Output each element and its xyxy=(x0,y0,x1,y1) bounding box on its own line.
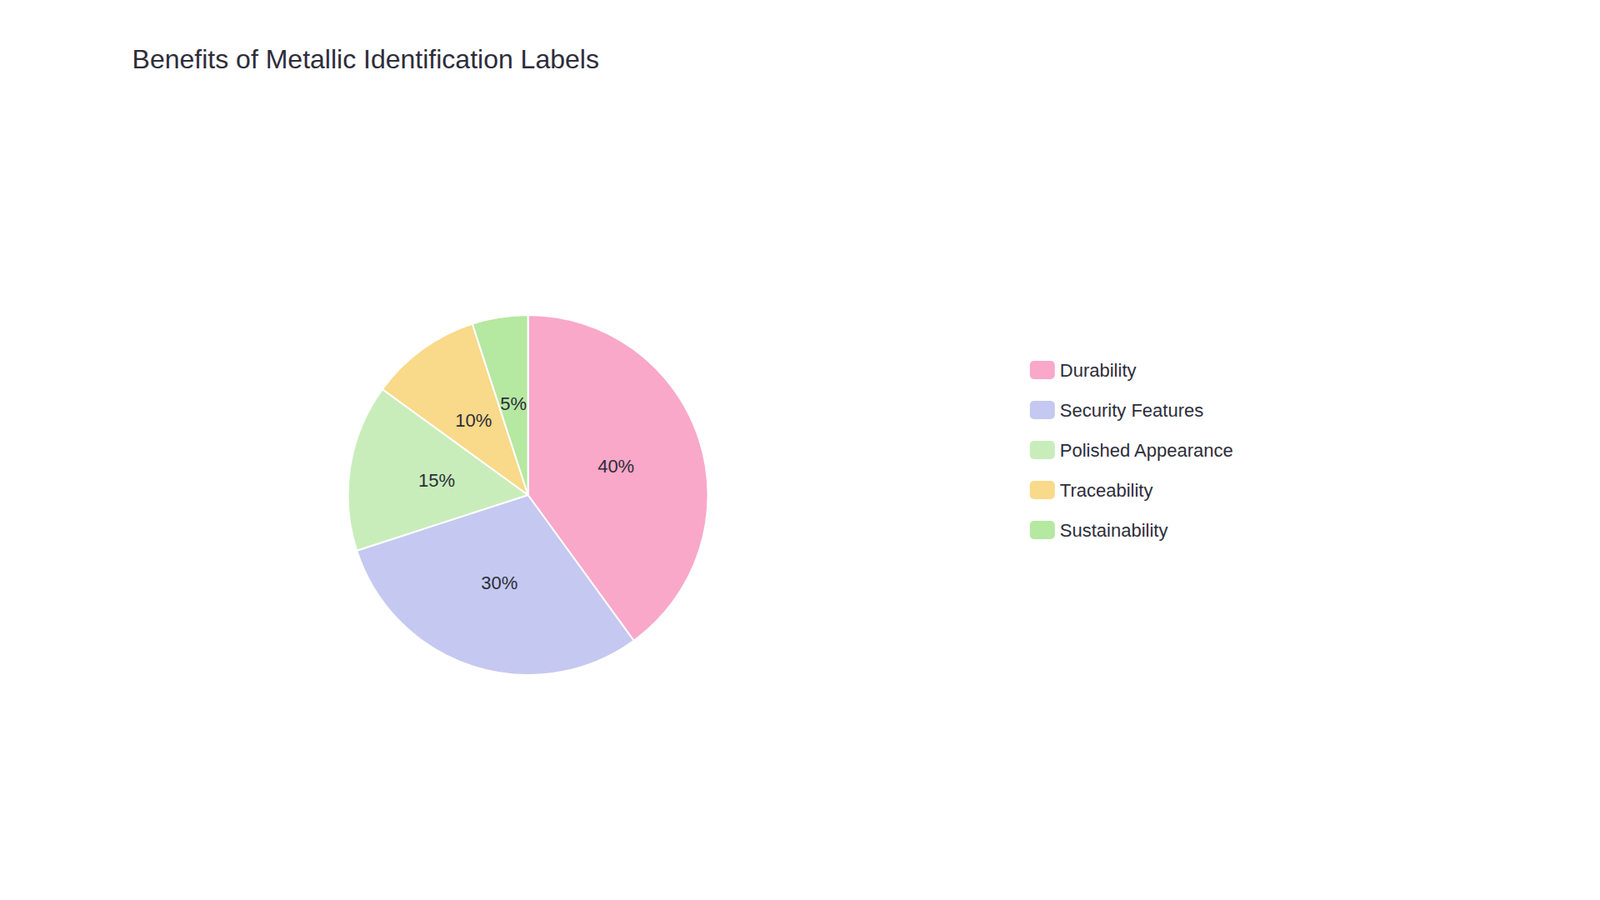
svg-text:10%: 10% xyxy=(455,410,492,431)
svg-text:Durability: Durability xyxy=(1060,360,1137,381)
svg-text:40%: 40% xyxy=(597,455,635,477)
svg-text:Traceability: Traceability xyxy=(1060,480,1154,501)
svg-text:Benefits of Metallic Identific: Benefits of Metallic Identification Labe… xyxy=(132,44,600,75)
svg-text:5%: 5% xyxy=(500,393,527,415)
svg-text:15%: 15% xyxy=(418,470,455,491)
svg-text:30%: 30% xyxy=(480,572,518,594)
svg-text:Security Features: Security Features xyxy=(1060,400,1204,421)
svg-text:Polished Appearance: Polished Appearance xyxy=(1060,440,1234,461)
svg-text:Sustainability: Sustainability xyxy=(1060,520,1169,541)
